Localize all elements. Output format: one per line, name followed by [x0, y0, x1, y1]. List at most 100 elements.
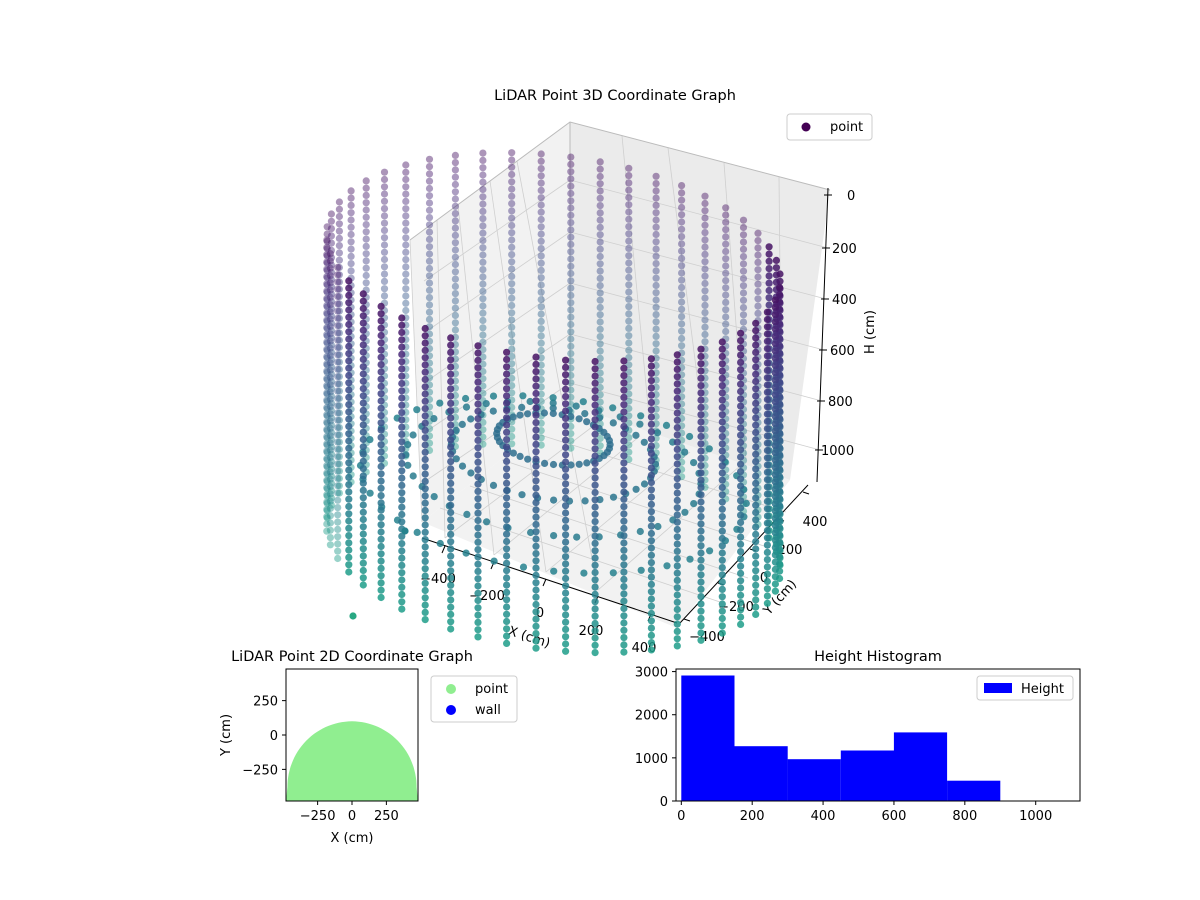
data-point-3d: [625, 310, 633, 318]
data-point-3d: [447, 472, 455, 480]
data-point-3d: [591, 481, 599, 489]
data-point-3d: [620, 561, 628, 569]
data-point-3d: [447, 414, 455, 422]
data-point-3d: [567, 160, 575, 168]
data-point-3d: [380, 255, 389, 264]
data-point-3d: [335, 300, 343, 308]
data-point-3d: [503, 406, 511, 415]
plot2d-area: [286, 721, 418, 801]
data-point-3d: [335, 343, 343, 352]
data-point-3d: [327, 275, 335, 284]
data-point-3d: [737, 489, 745, 497]
data-point-3d: [647, 406, 656, 414]
data-point-3d: [718, 600, 726, 608]
data-point-3d: [678, 196, 686, 204]
data-point-3d: [327, 436, 335, 444]
data-point-3d: [335, 212, 343, 221]
data-point-3d: [323, 505, 331, 513]
data-point-3d: [567, 350, 575, 358]
data-point-3d: [359, 341, 367, 349]
data-point-3d: [323, 440, 331, 448]
data-point-3d: [567, 204, 575, 212]
y-tick-label-2d: −250: [242, 763, 278, 778]
data-point-3d: [765, 250, 773, 258]
data-point-3d: [323, 470, 331, 478]
data-point-3d: [722, 313, 730, 321]
data-point-3d: [636, 527, 644, 536]
data-point-3d: [334, 504, 342, 512]
data-point-3d: [421, 346, 429, 354]
data-point-3d: [326, 337, 334, 345]
data-point-3d: [754, 244, 762, 252]
data-point-3d: [647, 617, 656, 625]
x-tick-label-2d: −250: [300, 809, 336, 824]
data-point-3d: [335, 271, 343, 279]
data-point-3d: [776, 277, 784, 285]
data-point-3d: [323, 397, 331, 406]
data-point-3d: [425, 170, 434, 178]
data-point-3d: [673, 416, 681, 424]
data-point-3d: [377, 499, 385, 507]
data-point-3d: [567, 189, 575, 198]
data-point-3d: [377, 462, 385, 471]
data-point-3d: [718, 622, 726, 630]
data-point-3d: [524, 455, 532, 463]
data-point-3d: [752, 385, 760, 393]
data-point-3d: [326, 461, 334, 469]
data-point-3d: [532, 491, 540, 499]
data-point-3d: [673, 533, 681, 541]
data-point-3d: [752, 530, 760, 539]
data-point-3d: [647, 442, 656, 450]
data-point-3d: [652, 216, 660, 224]
data-point-3d: [380, 270, 389, 278]
data-point-3d: [345, 313, 353, 321]
data-point-3d: [335, 234, 343, 242]
data-point-3d: [479, 287, 487, 295]
data-point-3d: [722, 255, 730, 263]
data-point-3d: [474, 342, 482, 350]
data-point-3d: [718, 367, 726, 375]
data-point-3d: [737, 548, 745, 556]
data-point-3d: [447, 450, 455, 458]
data-point-3d: [335, 322, 343, 330]
data-point-3d: [447, 523, 455, 531]
data-point-3d: [479, 258, 487, 266]
data-point-3d: [647, 559, 656, 567]
data-point-3d: [447, 618, 455, 626]
data-point-3d: [335, 227, 343, 235]
data-point-3d: [673, 518, 681, 526]
data-point-3d: [508, 185, 516, 193]
data-point-3d: [581, 410, 589, 418]
data-point-3d: [763, 454, 772, 462]
data-point-3d: [537, 194, 545, 202]
data-point-3d: [718, 564, 726, 572]
data-point-3d: [359, 385, 367, 393]
data-point-3d: [377, 331, 385, 340]
data-point-3d: [323, 520, 331, 528]
data-point-3d: [326, 352, 334, 360]
data-point-3d: [425, 279, 434, 287]
data-point-3d: [737, 468, 745, 476]
data-point-3d: [532, 615, 540, 623]
data-point-3d: [458, 462, 467, 470]
data-point-3d: [591, 612, 599, 620]
data-point-3d: [398, 605, 406, 613]
data-point-3d: [451, 304, 459, 312]
data-point-3d: [398, 416, 406, 424]
data-point-3d: [326, 403, 334, 411]
data-point-3d: [345, 386, 353, 394]
data-point-3d: [335, 416, 343, 424]
data-point-3d: [326, 359, 334, 367]
data-point-3d: [334, 263, 342, 271]
data-point-3d: [359, 472, 367, 480]
data-point-3d: [335, 278, 343, 286]
data-point-3d: [625, 193, 633, 202]
data-point-3d: [625, 237, 633, 245]
data-point-3d: [737, 584, 745, 592]
data-point-3d: [327, 225, 335, 233]
data-point-3d: [479, 207, 487, 215]
data-point-3d: [430, 493, 438, 501]
data-point-3d: [377, 390, 385, 398]
data-point-3d: [763, 323, 772, 331]
data-point-3d: [701, 199, 709, 208]
